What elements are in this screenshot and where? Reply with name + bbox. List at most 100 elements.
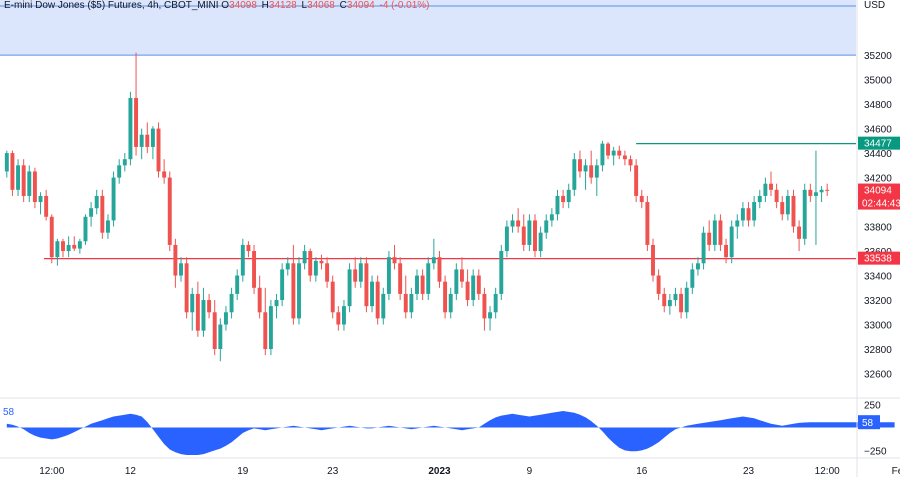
candle <box>201 287 206 337</box>
candle <box>555 189 560 221</box>
candle <box>443 275 448 319</box>
candle-body <box>280 269 285 301</box>
candle <box>325 257 330 288</box>
candle-body <box>746 208 751 221</box>
candle <box>240 238 245 282</box>
oscillator-pane <box>0 397 900 455</box>
candle <box>370 275 375 313</box>
candle-body <box>538 232 543 252</box>
candle <box>594 159 599 196</box>
candle-body <box>392 257 397 264</box>
high-label: H <box>261 0 269 11</box>
symbol-title: E-mini Dow Jones ($5) Futures, 4h, CBOT_… <box>4 0 219 11</box>
candle-body <box>679 293 684 313</box>
candle-body <box>802 189 807 239</box>
candle-body <box>4 153 9 172</box>
candle-body <box>673 293 678 301</box>
candle <box>190 287 195 331</box>
candle <box>77 238 82 254</box>
candle <box>403 275 408 319</box>
candle-body <box>100 195 105 233</box>
candle <box>167 171 172 252</box>
candle <box>471 269 476 307</box>
candle-body <box>718 220 723 245</box>
candle-body <box>583 165 588 172</box>
candle-body <box>594 165 599 178</box>
candle-body <box>61 241 65 252</box>
candle-body <box>10 153 15 190</box>
candle-body <box>724 244 729 258</box>
candle-body <box>488 312 493 319</box>
candle <box>797 220 802 252</box>
candle-body <box>179 263 183 276</box>
candle <box>718 214 723 252</box>
candle-body <box>263 312 268 350</box>
candle-body <box>77 241 82 249</box>
candle <box>465 269 470 307</box>
candle <box>656 269 661 301</box>
candle-body <box>527 220 532 245</box>
candle-body <box>364 263 369 307</box>
candle <box>100 189 105 239</box>
candle <box>482 287 487 331</box>
candle-body <box>695 263 700 270</box>
candle <box>690 263 695 294</box>
y-tick-label: 32800 <box>864 345 892 356</box>
candle <box>195 281 200 337</box>
candle <box>21 159 26 203</box>
candle-body <box>409 293 414 313</box>
candle-body <box>443 281 448 313</box>
candle <box>566 183 571 209</box>
candle-body <box>173 244 178 276</box>
candle <box>61 238 65 258</box>
x-tick-label: 19 <box>237 466 249 477</box>
y-tick-label: 34800 <box>864 100 892 111</box>
candle <box>341 300 346 331</box>
candle <box>128 91 133 166</box>
candle-body <box>690 269 695 288</box>
candle-body <box>336 312 341 325</box>
y-tick-label: 35200 <box>864 51 892 62</box>
candle <box>55 238 60 266</box>
candle-body <box>240 244 245 276</box>
support-tag <box>858 251 900 265</box>
candle <box>285 257 290 276</box>
candle <box>740 202 745 227</box>
y-tick-label: 33400 <box>864 272 892 283</box>
candle-body <box>162 171 167 178</box>
candle-body <box>94 195 99 209</box>
candle-body <box>55 241 60 258</box>
candle <box>527 214 532 252</box>
candle-body <box>493 293 498 313</box>
candle <box>308 248 313 282</box>
candle-body <box>684 287 689 313</box>
candle <box>825 183 830 196</box>
candle <box>426 257 431 301</box>
candle <box>769 171 773 196</box>
candle-body <box>201 300 206 331</box>
candle-body <box>431 257 436 264</box>
candle-body <box>735 220 740 227</box>
candle <box>622 150 627 166</box>
x-tick-label: 12:00 <box>39 466 64 477</box>
candle <box>712 214 717 252</box>
candle <box>83 214 88 245</box>
candle-body <box>561 195 566 203</box>
candle <box>634 159 639 203</box>
candle <box>235 269 240 301</box>
candle <box>774 183 779 209</box>
candle-body <box>302 251 307 264</box>
candle <box>263 287 268 356</box>
x-tick-label: 9 <box>527 466 533 477</box>
candle <box>392 244 397 270</box>
candle <box>420 269 425 301</box>
candle-body <box>516 220 521 227</box>
levels <box>44 142 856 260</box>
chart-header: E-mini Dow Jones ($5) Futures, 4h, CBOT_… <box>4 0 432 11</box>
candle-body <box>769 183 773 190</box>
candle-body <box>606 143 611 156</box>
open-value: 34098 <box>229 0 257 11</box>
candle-body <box>257 287 262 313</box>
candle <box>521 214 526 252</box>
